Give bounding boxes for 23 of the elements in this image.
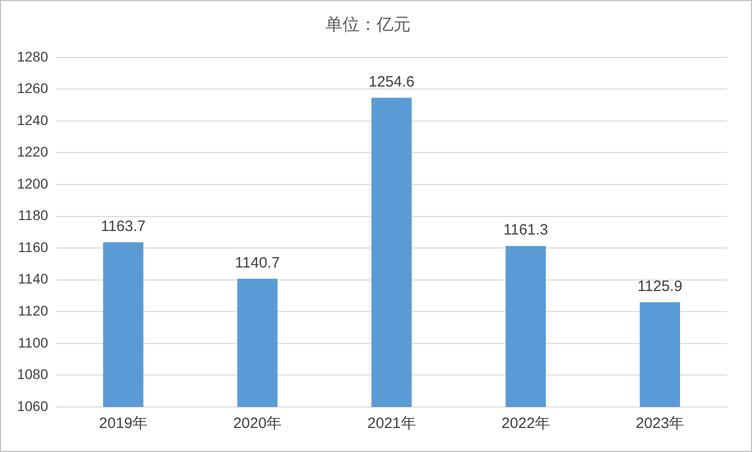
x-tick-label: 2021年	[367, 415, 416, 432]
y-tick-label: 1140	[18, 270, 48, 287]
x-tick-label: 2019年	[99, 415, 148, 432]
data-label: 1254.6	[368, 73, 415, 90]
y-tick-label: 1260	[16, 80, 48, 96]
y-tick-label: 1080	[16, 366, 48, 382]
y-tick-label: 1240	[16, 112, 48, 128]
x-tick-label: 2022年	[502, 415, 550, 432]
data-label: 1140.7	[235, 254, 280, 272]
y-tick-label: 1280	[16, 48, 48, 64]
x-tick-label: 2023年	[636, 415, 684, 432]
data-label: 1161.3	[503, 222, 548, 239]
chart-title: 单位：亿元	[326, 14, 410, 34]
y-tick-label: 1200	[16, 175, 48, 192]
data-label: 1163.7	[100, 218, 146, 235]
y-tick-label: 1120	[18, 302, 48, 319]
x-tick-label: 2020年	[233, 415, 282, 432]
y-tick-label: 1160	[18, 238, 48, 255]
y-tick-label: 1100	[18, 334, 48, 350]
y-tick-label: 1180	[18, 207, 48, 224]
data-label: 1125.9	[638, 278, 682, 295]
y-tick-label: 1060	[16, 398, 48, 414]
y-tick-label: 1220	[16, 144, 48, 160]
